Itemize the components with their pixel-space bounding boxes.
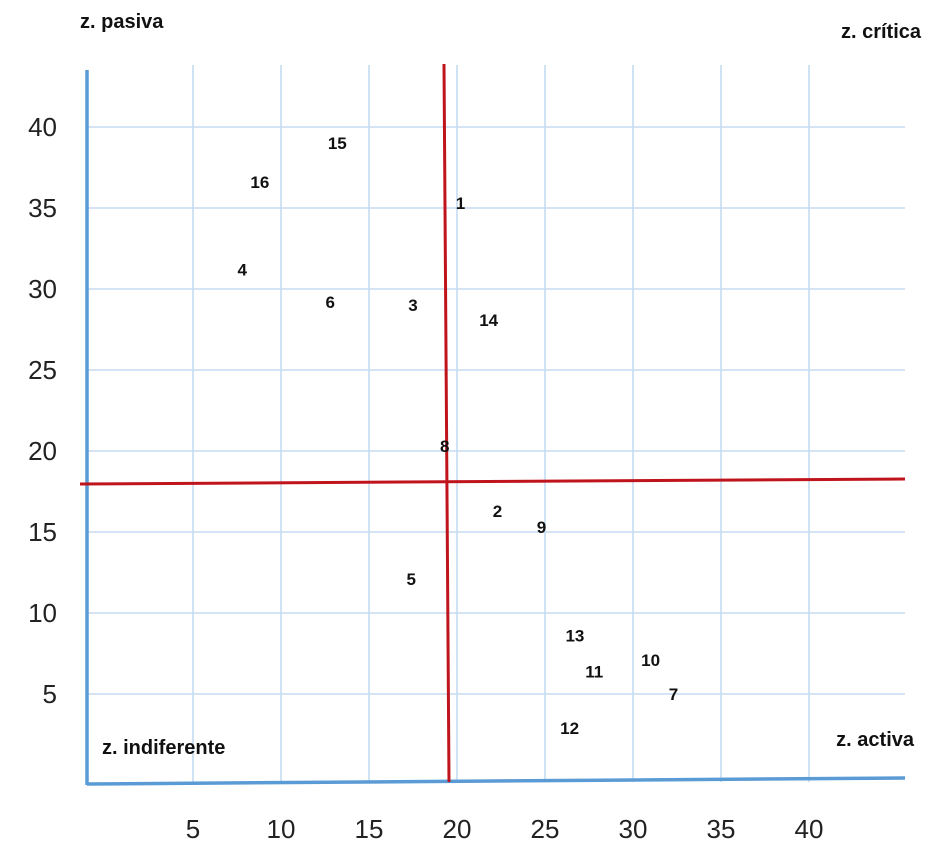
x-tick-label-35: 35	[707, 814, 736, 844]
point-label-7: 7	[669, 685, 678, 704]
zone-label-pasiva: z. pasiva	[80, 11, 164, 33]
point-label-6: 6	[326, 293, 335, 312]
x-axis-line	[86, 776, 906, 786]
zone-label-activa: z. activa	[836, 729, 915, 751]
zone-label-indiferente: z. indiferente	[102, 737, 225, 759]
point-label-5: 5	[407, 570, 416, 589]
grid-layer	[87, 65, 905, 782]
zone-label-critica: z. crítica	[841, 21, 922, 43]
y-tick-label-15: 15	[28, 517, 57, 547]
point-label-1: 1	[456, 194, 465, 213]
threshold-line-vertical	[442, 63, 451, 783]
x-tick-label-20: 20	[443, 814, 472, 844]
threshold-line-horizontal	[79, 477, 906, 486]
point-label-14: 14	[479, 311, 498, 330]
point-label-8: 8	[440, 437, 449, 456]
y-tick-label-10: 10	[28, 598, 57, 628]
y-tick-label-30: 30	[28, 274, 57, 304]
x-tick-label-5: 5	[186, 814, 200, 844]
y-tick-label-35: 35	[28, 193, 57, 223]
y-tick-label-40: 40	[28, 112, 57, 142]
y-tick-label-20: 20	[28, 436, 57, 466]
point-label-13: 13	[565, 627, 584, 646]
y-tick-label-5: 5	[43, 679, 57, 709]
point-label-4: 4	[238, 261, 248, 280]
point-label-11: 11	[585, 662, 603, 681]
threshold-layer	[79, 63, 906, 783]
point-label-9: 9	[537, 518, 546, 537]
point-label-12: 12	[560, 719, 579, 738]
y-tick-label-25: 25	[28, 355, 57, 385]
x-tick-label-25: 25	[531, 814, 560, 844]
x-tick-label-10: 10	[267, 814, 296, 844]
point-label-16: 16	[250, 173, 269, 192]
point-label-2: 2	[493, 502, 502, 521]
x-tick-label-15: 15	[355, 814, 384, 844]
point-label-15: 15	[328, 134, 347, 153]
axis-layer	[85, 70, 906, 786]
point-label-10: 10	[641, 651, 660, 670]
x-tick-label-30: 30	[619, 814, 648, 844]
x-tick-label-40: 40	[795, 814, 824, 844]
point-label-3: 3	[408, 296, 417, 315]
